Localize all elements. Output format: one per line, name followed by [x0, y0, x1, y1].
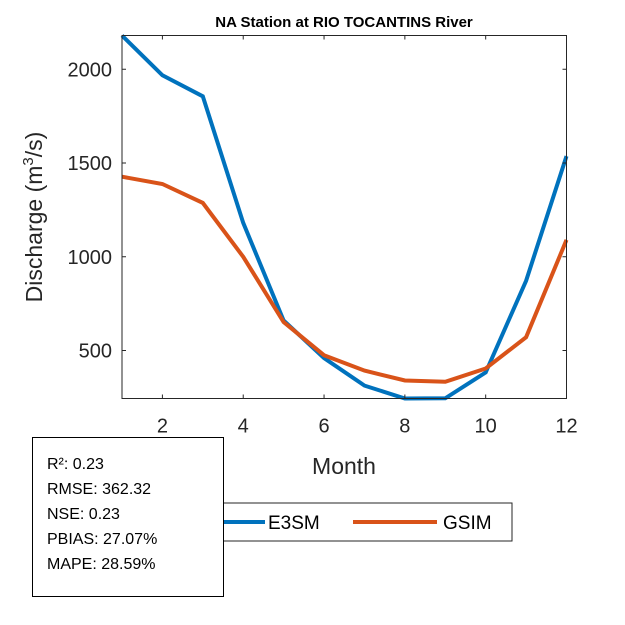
x-axis-label: Month	[312, 453, 376, 479]
y-tick-label: 1000	[68, 247, 113, 269]
y-axis-label: Discharge (m3/s)	[20, 132, 47, 303]
x-tick-label: 10	[475, 416, 497, 438]
x-tick-label: 6	[318, 416, 329, 438]
y-ticks: 500 1000 1500 2000	[68, 59, 567, 363]
stat-nse: NSE: 0.23	[47, 506, 120, 523]
legend-label-gsim: GSIM	[443, 513, 492, 534]
series-line-e3sm	[120, 34, 569, 401]
y-axis-label-unit: /s)	[21, 132, 47, 158]
x-tick-label: 12	[555, 416, 577, 438]
legend-label-e3sm: E3SM	[268, 513, 320, 534]
x-tick-label: 4	[238, 416, 249, 438]
stat-pbias: PBIAS: 27.07%	[47, 531, 158, 548]
axes-box	[121, 35, 567, 399]
stats-box: R²: 0.23 RMSE: 362.32 NSE: 0.23 PBIAS: 2…	[32, 437, 224, 597]
series-group	[120, 34, 569, 401]
y-tick-label: 1500	[68, 153, 113, 175]
x-tick-label: 8	[399, 416, 410, 438]
y-axis-label-main: Discharge (m	[21, 166, 47, 303]
x-ticks: 2 4 6 8 10 12	[157, 35, 578, 438]
y-tick-label: 2000	[68, 59, 113, 81]
x-tick-label: 2	[157, 416, 168, 438]
chart-title: NA Station at RIO TOCANTINS River	[215, 14, 473, 31]
stat-rmse: RMSE: 362.32	[47, 481, 152, 498]
stat-mape: MAPE: 28.59%	[47, 556, 156, 573]
series-line-gsim	[121, 174, 569, 384]
y-tick-label: 500	[79, 341, 112, 363]
y-axis-label-superscript: 3	[20, 157, 37, 165]
stat-r2: R²: 0.23	[47, 456, 104, 473]
